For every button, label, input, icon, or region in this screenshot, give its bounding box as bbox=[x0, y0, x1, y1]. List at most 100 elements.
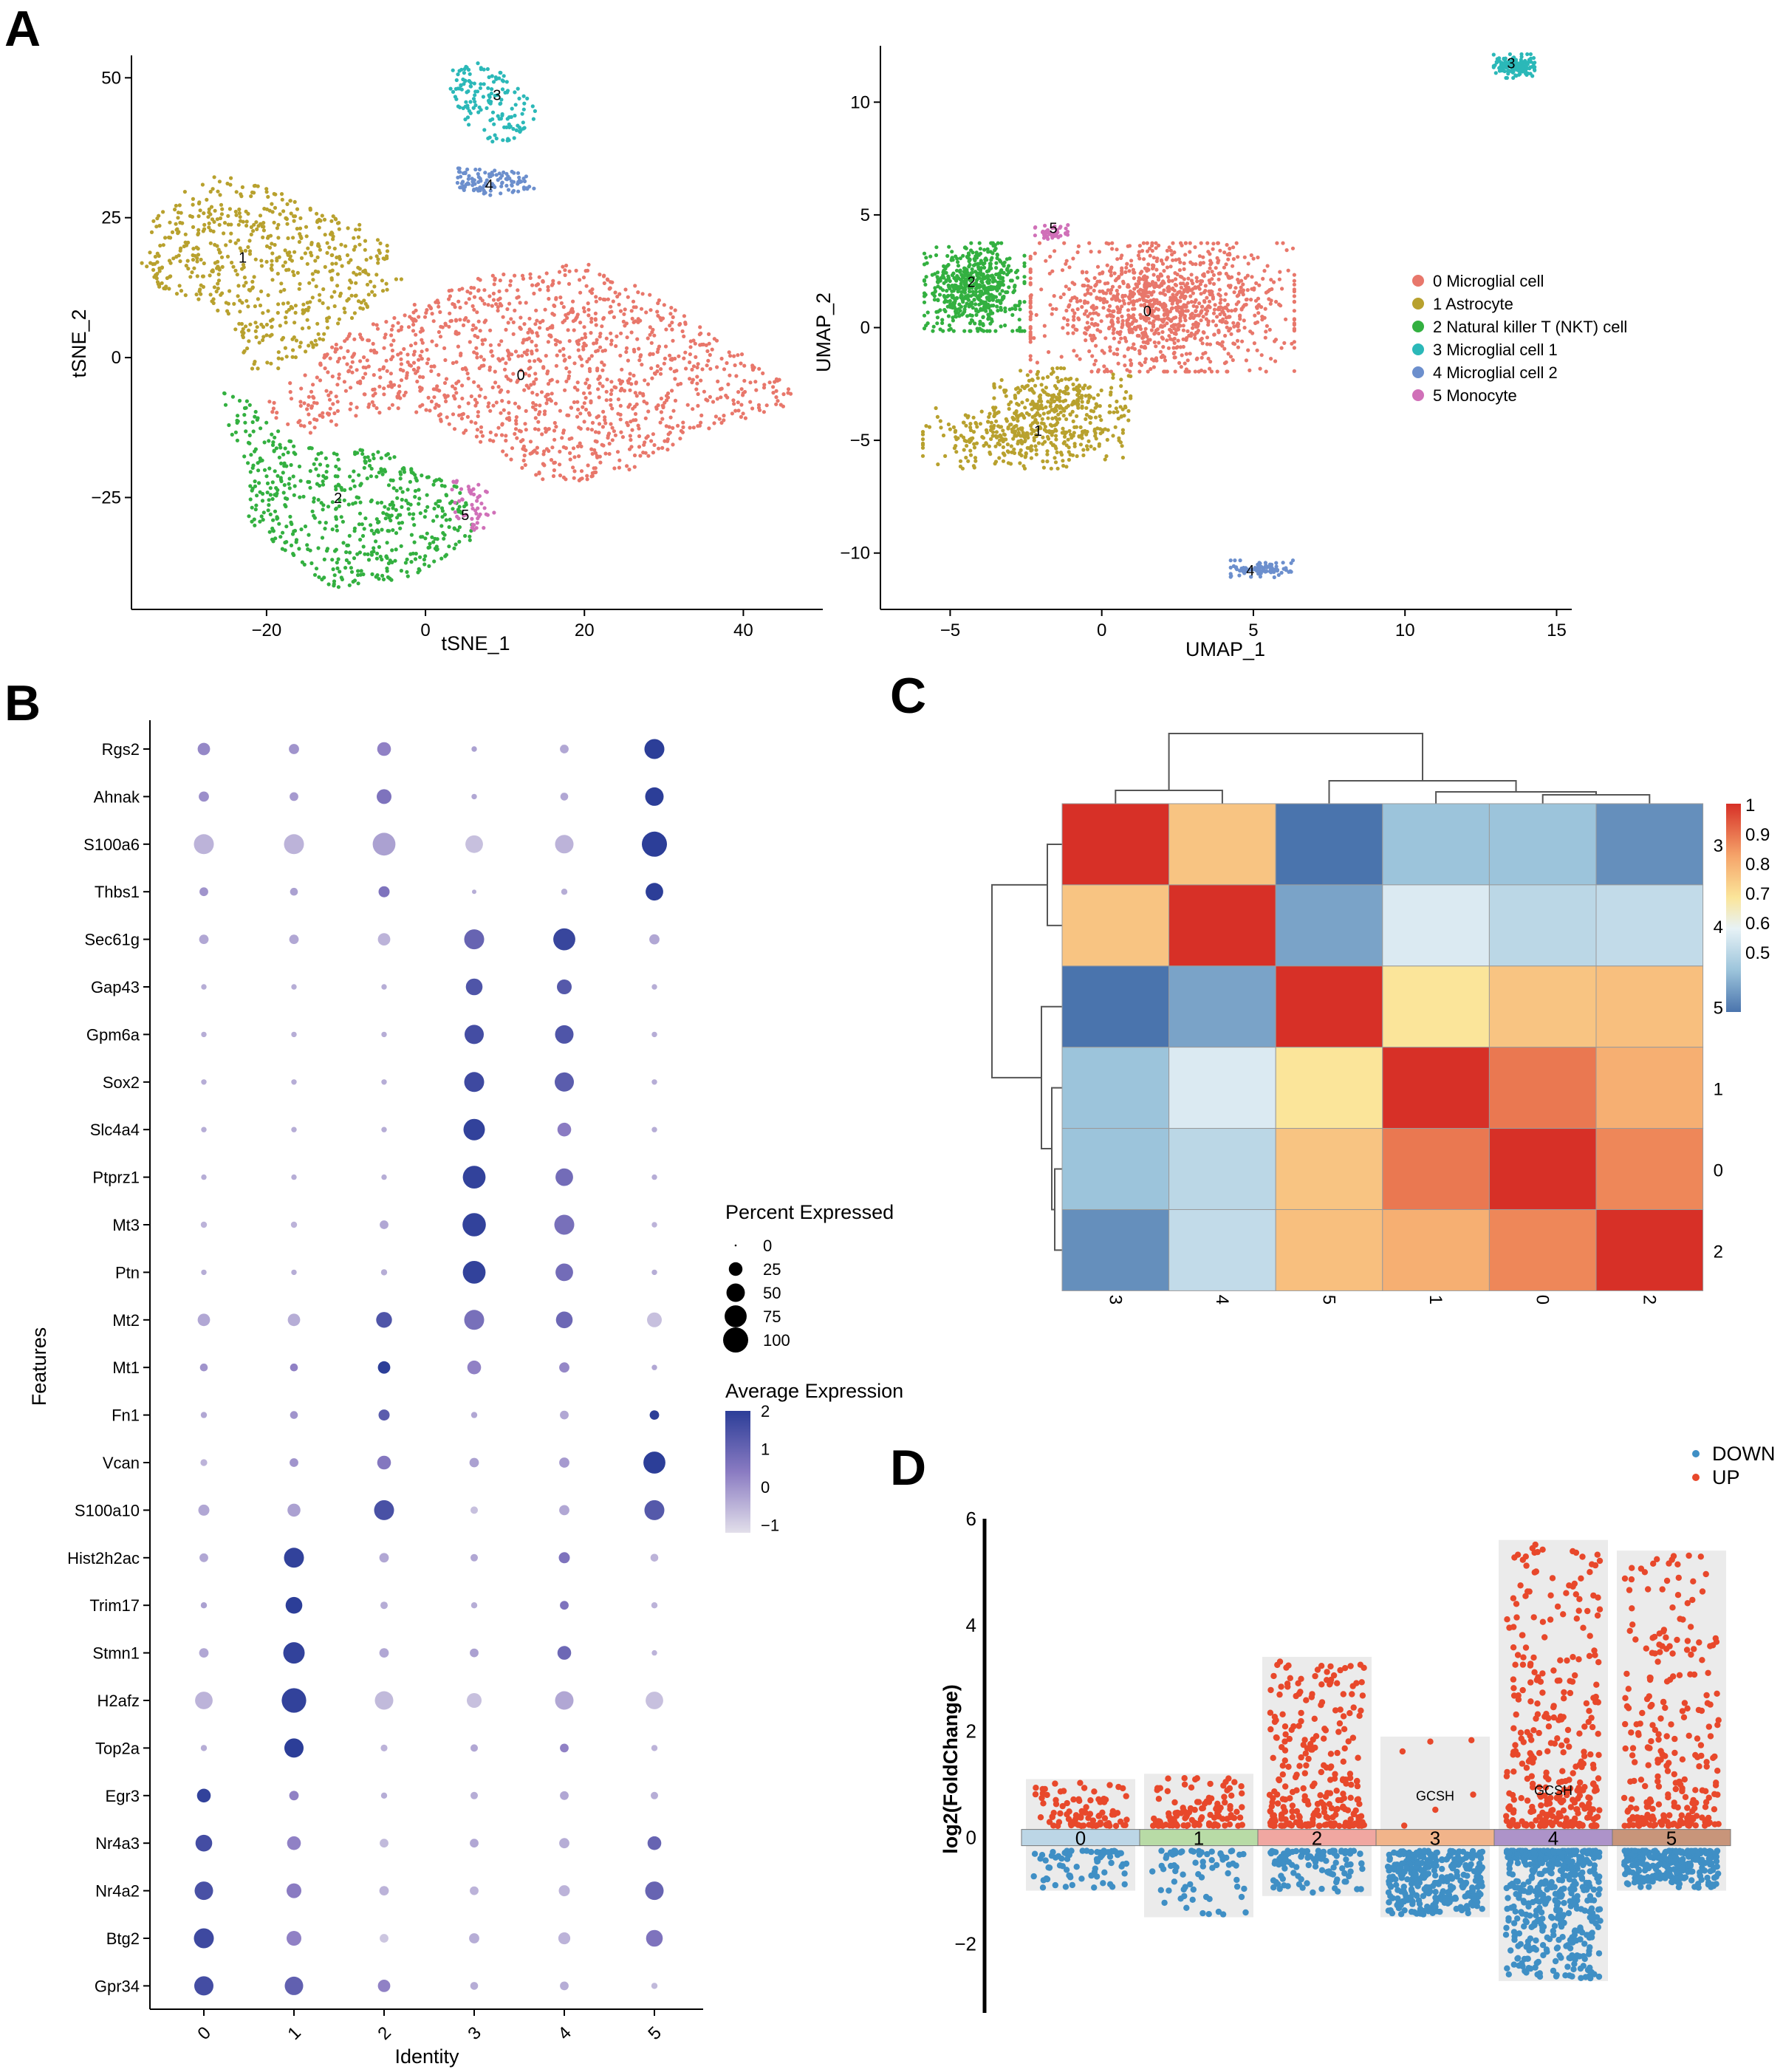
tsne-point-c1 bbox=[214, 290, 219, 294]
tsne-point-c2 bbox=[318, 462, 323, 467]
umap-point-c0 bbox=[1075, 307, 1080, 312]
tsne-point-c4 bbox=[465, 167, 470, 171]
tsne-point-c2 bbox=[324, 470, 329, 474]
umap-point-c1 bbox=[1030, 386, 1034, 392]
umap-point-c2 bbox=[946, 274, 951, 278]
umap-point-c1 bbox=[985, 442, 989, 446]
umap-point-c2 bbox=[1022, 275, 1027, 279]
tsne-point-c0 bbox=[357, 332, 363, 337]
umap-point-c0 bbox=[1206, 320, 1211, 324]
umap-point-c0 bbox=[1264, 290, 1268, 295]
umap-point-c0 bbox=[1048, 254, 1053, 259]
tsne-point-c0 bbox=[515, 436, 519, 440]
umap-point-c2 bbox=[981, 262, 985, 267]
umap-point-c0 bbox=[1107, 304, 1112, 308]
umap-point-c0 bbox=[1222, 346, 1227, 351]
tsne-point-c1 bbox=[259, 222, 263, 226]
tsne-point-c0 bbox=[480, 338, 485, 343]
tsne-point-c0 bbox=[534, 473, 538, 477]
tsne-point-c0 bbox=[497, 289, 502, 293]
umap-point-c1 bbox=[1025, 383, 1030, 388]
tsne-point-c1 bbox=[195, 259, 199, 264]
tsne-point-c0 bbox=[633, 284, 637, 288]
umap-point-c1 bbox=[1109, 386, 1114, 390]
tsne-xtick-label: 40 bbox=[733, 620, 753, 640]
tsne-point-c2 bbox=[380, 527, 384, 532]
tsne-point-c0 bbox=[469, 420, 473, 424]
umap-point-c1 bbox=[1035, 372, 1039, 377]
umap-point-c0 bbox=[1225, 325, 1229, 329]
umap-point-c1 bbox=[1024, 454, 1028, 459]
tsne-point-c2 bbox=[334, 515, 338, 519]
umap-point-c0 bbox=[1214, 266, 1218, 270]
tsne-point-c2 bbox=[404, 499, 408, 503]
tsne-point-c0 bbox=[431, 319, 436, 324]
tsne-point-c0 bbox=[374, 350, 379, 355]
tsne-point-c1 bbox=[211, 229, 216, 233]
tsne-point-c4 bbox=[488, 188, 493, 193]
tsne-point-c0 bbox=[476, 288, 481, 293]
umap-point-c1 bbox=[1045, 375, 1050, 379]
tsne-point-c0 bbox=[682, 314, 687, 318]
tsne-point-c1 bbox=[302, 310, 307, 314]
tsne-point-c2 bbox=[253, 447, 258, 451]
tsne-point-c0 bbox=[392, 383, 397, 387]
umap-point-c0 bbox=[1209, 369, 1214, 374]
tsne-point-c0 bbox=[466, 401, 470, 406]
tsne-point-c0 bbox=[640, 292, 645, 296]
umap-point-c1 bbox=[994, 419, 999, 423]
tsne-point-c0 bbox=[298, 400, 303, 404]
tsne-point-c4 bbox=[502, 170, 506, 174]
tsne-point-c0 bbox=[700, 367, 705, 372]
tsne-point-c0 bbox=[522, 388, 527, 392]
umap-point-c0 bbox=[1163, 358, 1168, 363]
umap-point-c0 bbox=[1231, 358, 1235, 363]
tsne-point-c0 bbox=[349, 386, 353, 390]
umap-point-c0 bbox=[1107, 325, 1112, 330]
tsne-point-c0 bbox=[590, 420, 595, 425]
tsne-point-c0 bbox=[555, 380, 560, 384]
umap-point-c1 bbox=[1062, 440, 1067, 444]
tsne-point-c1 bbox=[362, 298, 366, 303]
umap-point-c1 bbox=[1044, 428, 1048, 434]
tsne-point-c0 bbox=[532, 381, 536, 386]
tsne-point-c0 bbox=[656, 301, 660, 306]
tsne-point-c0 bbox=[335, 383, 340, 387]
umap-point-c0 bbox=[1089, 292, 1093, 296]
umap-point-c2 bbox=[949, 258, 954, 262]
umap-point-c2 bbox=[945, 289, 949, 293]
tsne-point-c1 bbox=[191, 196, 195, 201]
tsne-point-c2 bbox=[247, 514, 251, 519]
tsne-point-c2 bbox=[284, 540, 289, 544]
umap-point-c0 bbox=[1279, 304, 1283, 308]
tsne-point-c2 bbox=[247, 433, 252, 438]
umap-point-c2 bbox=[922, 300, 927, 304]
tsne-point-c0 bbox=[502, 367, 507, 372]
tsne-point-c1 bbox=[286, 301, 290, 305]
tsne-point-c0 bbox=[616, 411, 620, 416]
tsne-point-c0 bbox=[389, 333, 394, 338]
tsne-point-c5 bbox=[478, 512, 482, 516]
umap-point-c0 bbox=[1210, 270, 1214, 274]
umap-point-c2 bbox=[957, 314, 962, 318]
tsne-point-c2 bbox=[383, 516, 388, 521]
tsne-point-c0 bbox=[429, 399, 434, 404]
tsne-point-c0 bbox=[571, 299, 575, 304]
umap-point-c0 bbox=[1028, 334, 1033, 338]
tsne-point-c0 bbox=[609, 338, 614, 343]
tsne-point-c2 bbox=[253, 523, 257, 527]
umap-point-c0 bbox=[1084, 270, 1089, 275]
umap-point-c2 bbox=[941, 288, 945, 293]
umap-point-c0 bbox=[1277, 277, 1281, 281]
tsne-point-c4 bbox=[458, 185, 462, 190]
tsne-point-c0 bbox=[668, 366, 673, 371]
umap-point-c1 bbox=[974, 441, 979, 445]
tsne-point-c1 bbox=[304, 349, 308, 354]
tsne-point-c0 bbox=[479, 387, 483, 392]
tsne-point-c0 bbox=[774, 402, 778, 406]
tsne-point-c0 bbox=[418, 375, 422, 379]
tsne-point-c3 bbox=[467, 123, 471, 127]
tsne-point-c0 bbox=[619, 430, 623, 434]
tsne-point-c0 bbox=[499, 339, 504, 343]
tsne-point-c0 bbox=[650, 376, 654, 380]
